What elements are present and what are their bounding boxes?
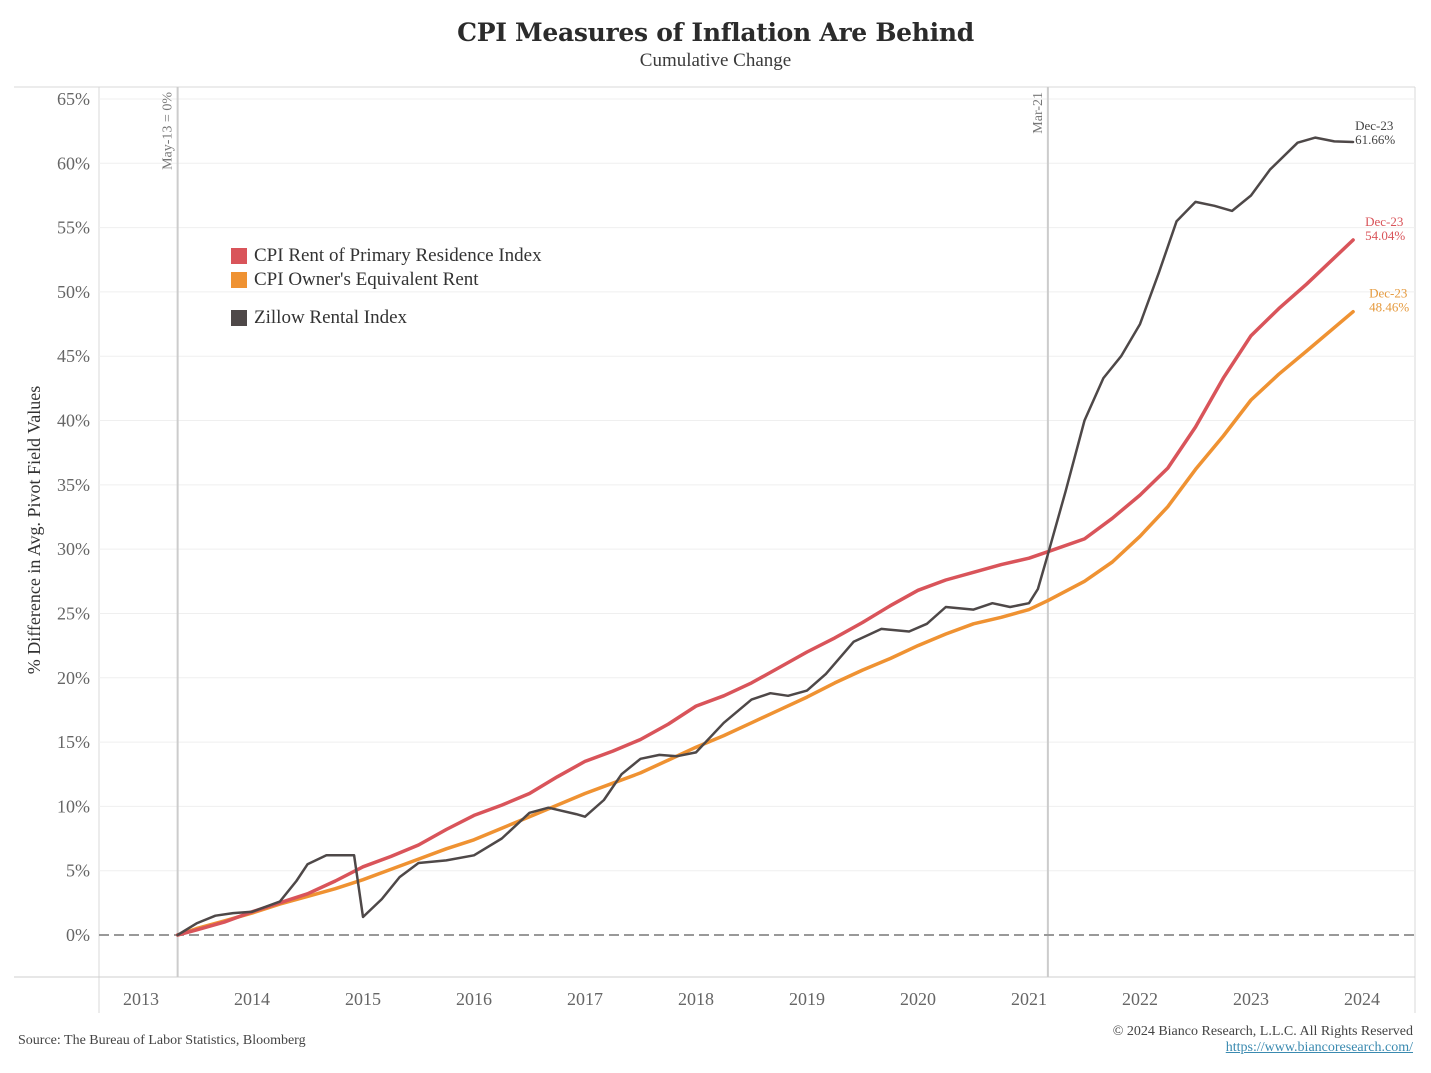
y-tick-label: 65% — [57, 89, 90, 109]
end-label-date: Dec-23 — [1369, 286, 1407, 301]
legend-label: CPI Owner's Equivalent Rent — [254, 269, 479, 290]
reference-lines: May-13 = 0% Mar-21 — [161, 87, 1049, 977]
y-tick-label: 60% — [57, 153, 90, 173]
end-label-value: 54.04% — [1365, 228, 1405, 243]
y-tick-label: 45% — [57, 346, 90, 366]
x-tick-label: 2019 — [789, 989, 825, 1009]
y-tick-label: 30% — [57, 539, 90, 559]
end-label-value: 61.66% — [1355, 132, 1395, 147]
chart-subtitle: Cumulative Change — [639, 50, 792, 71]
legend-label: Zillow Rental Index — [254, 307, 408, 328]
y-tick-label: 55% — [57, 218, 90, 238]
legend-swatch-cpi-rent — [231, 248, 247, 264]
y-tick-label: 25% — [57, 603, 90, 623]
legend-swatch-zillow — [231, 310, 247, 326]
y-tick-label: 10% — [57, 796, 90, 816]
legend-item-zillow[interactable]: Zillow Rental Index — [231, 306, 542, 330]
series-line-1 — [175, 309, 1355, 937]
end-label-date: Dec-23 — [1365, 214, 1403, 229]
y-tick-label: 50% — [57, 282, 90, 302]
y-tick-label: 40% — [57, 411, 90, 431]
y-tick-label: 5% — [66, 861, 90, 881]
x-tick-label: 2017 — [567, 989, 603, 1009]
x-axis: 2013 2014 2015 2016 2017 2018 2019 2020 2021 2022… — [123, 989, 1380, 1009]
y-tick-label: 0% — [66, 925, 90, 945]
legend-label: CPI Rent of Primary Residence Index — [254, 245, 542, 266]
legend-item-cpi-oer[interactable]: CPI Owner's Equivalent Rent — [231, 268, 542, 292]
x-tick-label: 2021 — [1011, 989, 1047, 1009]
x-tick-label: 2018 — [678, 989, 714, 1009]
website-link[interactable]: https://www.biancoresearch.com/ — [1225, 1040, 1413, 1055]
x-tick-label: 2020 — [900, 989, 936, 1009]
series-line-2 — [176, 136, 1355, 937]
series-lines — [175, 136, 1355, 937]
x-tick-label: 2023 — [1233, 989, 1269, 1009]
x-tick-label: 2022 — [1122, 989, 1158, 1009]
series-line-0 — [175, 238, 1355, 937]
x-tick-label: 2013 — [123, 989, 159, 1009]
y-axis: 0% 5% 10% 15% 20% 25% 30% 35% 40% 45% 50% 55% 60% 65% — [57, 89, 90, 945]
end-label-value: 48.46% — [1369, 300, 1409, 315]
reference-line-label: May-13 = 0% — [161, 92, 176, 170]
legend: CPI Rent of Primary Residence Index CPI … — [231, 244, 542, 330]
legend-item-cpi-rent[interactable]: CPI Rent of Primary Residence Index — [231, 244, 542, 268]
x-tick-label: 2014 — [234, 989, 270, 1009]
y-tick-label: 20% — [57, 668, 90, 688]
copyright-block: © 2024 Bianco Research, L.L.C. All Right… — [1113, 1024, 1413, 1056]
x-tick-label: 2015 — [345, 989, 381, 1009]
source-note: Source: The Bureau of Labor Statistics, … — [18, 1033, 306, 1048]
end-label-date: Dec-23 — [1355, 118, 1393, 133]
x-tick-label: 2024 — [1344, 989, 1380, 1009]
chart-title: CPI Measures of Inflation Are Behind — [457, 18, 974, 47]
chart-frame — [14, 86, 1416, 1013]
y-tick-label: 35% — [57, 475, 90, 495]
y-tick-label: 15% — [57, 732, 90, 752]
y-axis-title: % Difference in Avg. Pivot Field Values — [24, 386, 44, 674]
gridlines — [99, 98, 1415, 872]
copyright-text: © 2024 Bianco Research, L.L.C. All Right… — [1112, 1024, 1413, 1039]
reference-line-label: Mar-21 — [1031, 92, 1046, 134]
x-tick-label: 2016 — [456, 989, 492, 1009]
legend-swatch-cpi-oer — [231, 272, 247, 288]
